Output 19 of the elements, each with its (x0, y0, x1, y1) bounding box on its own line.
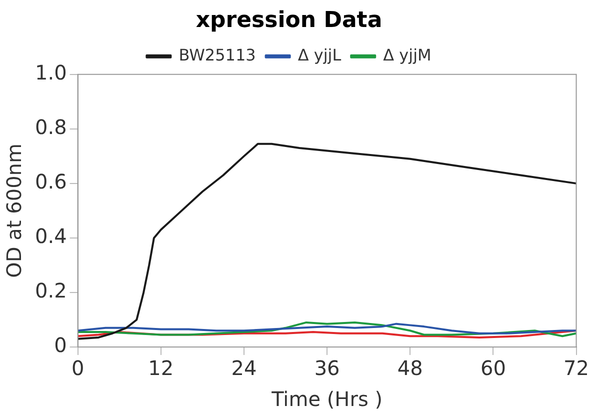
chart-title: xpression Data (196, 8, 382, 33)
y-tick-label: 0.2 (34, 278, 67, 303)
y-tick-label: 0.8 (34, 115, 67, 140)
x-axis-title: Time (Hrs ) (270, 387, 383, 412)
y-tick-label: 0.6 (34, 170, 67, 194)
x-tick-label: 48 (397, 356, 423, 380)
legend-label: BW25113 (178, 46, 256, 65)
y-tick-label: 0.4 (34, 224, 67, 248)
x-tick-label: 36 (314, 356, 340, 380)
legend-label: Δ yjjM (383, 46, 432, 65)
x-tick-label: 60 (480, 356, 506, 380)
x-tick-label: 0 (71, 356, 84, 380)
y-axis-title: OD at 600nm (2, 144, 26, 278)
x-tick-label: 12 (148, 356, 174, 380)
y-tick-label: 1.0 (34, 60, 67, 85)
y-tick-label: 0 (54, 333, 67, 358)
x-tick-label: 72 (564, 356, 589, 380)
legend-label: Δ yjjL (298, 46, 342, 65)
x-tick-label: 24 (231, 356, 257, 380)
